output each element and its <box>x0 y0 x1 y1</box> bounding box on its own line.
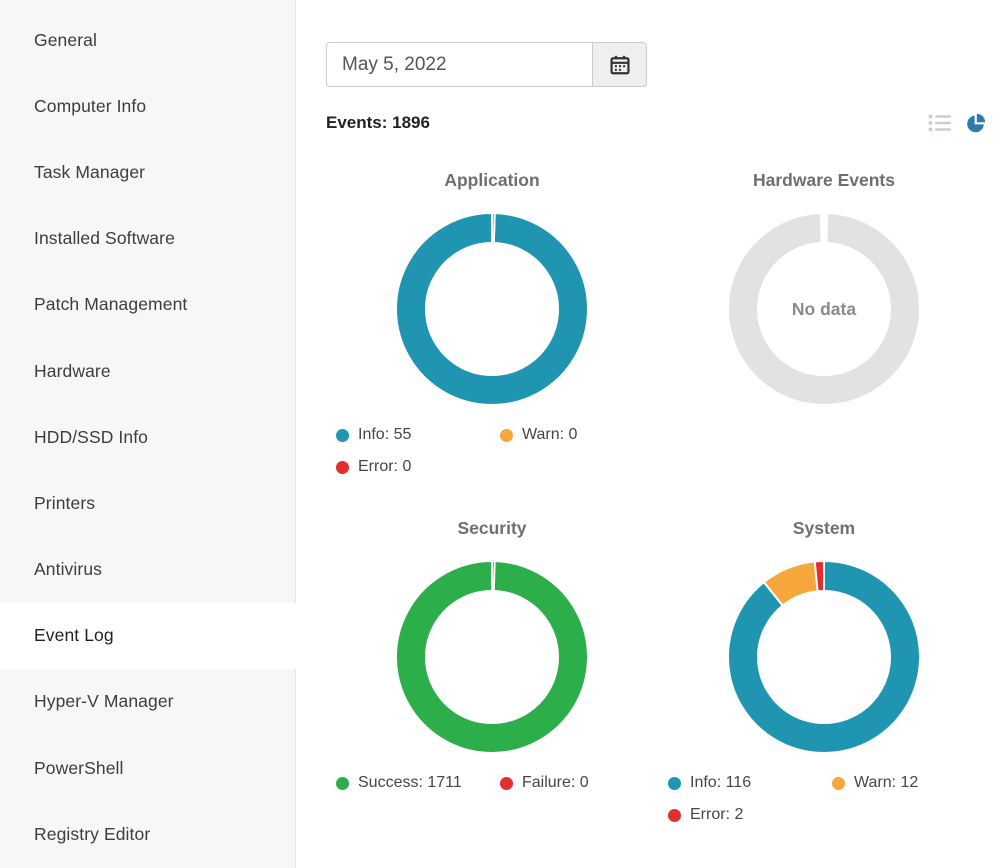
sidebar-item-event-log[interactable]: Event Log <box>0 602 296 670</box>
legend-label: Warn: 0 <box>522 426 578 443</box>
calendar-icon <box>609 54 631 76</box>
sidebar-item-label: Patch Management <box>34 294 188 315</box>
legend-item[interactable]: Warn: 0 <box>500 426 658 444</box>
legend-item[interactable]: Error: 2 <box>668 806 832 824</box>
chart-card-security: Security Success: 1711 Failure: 0 <box>326 518 658 824</box>
chart-card-hardware-events: Hardware Events No data <box>658 170 990 476</box>
legend-label: Error: 0 <box>358 458 412 475</box>
chart-card-application: Application Info: 55 Warn: 0 Error: 0 <box>326 170 658 476</box>
legend-label: Info: 55 <box>358 426 412 443</box>
chart-title: Application <box>444 170 540 190</box>
events-row: Events: 1896 <box>326 110 986 136</box>
sidebar-item-powershell[interactable]: PowerShell <box>0 735 295 801</box>
legend-color-dot <box>336 460 349 474</box>
chart-title: Hardware Events <box>752 170 895 190</box>
events-count-label: Events: 1896 <box>326 113 430 132</box>
legend-label: Info: 116 <box>690 774 752 791</box>
chart-legend: Info: 116 Warn: 12 Error: 2 <box>658 774 990 824</box>
donut-chart[interactable] <box>727 560 921 754</box>
chart-legend: Info: 55 Warn: 0 Error: 0 <box>326 426 658 476</box>
sidebar: General Computer Info Task Manager Insta… <box>0 0 296 868</box>
legend-color-dot <box>668 776 681 790</box>
chart-legend: Success: 1711 Failure: 0 <box>326 774 658 792</box>
legend-color-dot <box>500 428 513 442</box>
sidebar-item-task-manager[interactable]: Task Manager <box>0 139 295 205</box>
sidebar-item-hyper-v-manager[interactable]: Hyper-V Manager <box>0 669 295 735</box>
legend-item[interactable]: Error: 0 <box>336 458 500 476</box>
view-toggles <box>928 113 986 134</box>
sidebar-item-installed-software[interactable]: Installed Software <box>0 206 295 272</box>
calendar-button[interactable] <box>592 42 647 87</box>
legend-item[interactable]: Warn: 12 <box>832 774 990 792</box>
sidebar-item-label: Computer Info <box>34 95 147 116</box>
chart-title: Security <box>457 518 527 538</box>
sidebar-item-printers[interactable]: Printers <box>0 470 295 536</box>
legend-item[interactable]: Info: 116 <box>668 774 832 792</box>
donut-chart[interactable] <box>395 560 589 754</box>
date-picker-group <box>326 42 647 87</box>
chart-title: System <box>792 518 856 538</box>
list-view-icon[interactable] <box>928 113 951 133</box>
sidebar-item-hardware[interactable]: Hardware <box>0 338 295 404</box>
sidebar-item-label: Registry Editor <box>34 823 151 844</box>
legend-color-dot <box>500 776 513 790</box>
legend-color-dot <box>668 808 681 822</box>
sidebar-item-label: Hardware <box>34 360 111 381</box>
sidebar-item-label: Hyper-V Manager <box>34 691 174 712</box>
pie-view-icon[interactable] <box>965 113 986 134</box>
sidebar-item-label: Task Manager <box>34 161 146 182</box>
legend-label: Success: 1711 <box>358 774 462 791</box>
sidebar-item-label: Installed Software <box>34 228 175 249</box>
legend-label: Failure: 0 <box>522 774 589 791</box>
sidebar-item-label: General <box>34 29 97 50</box>
legend-item[interactable]: Info: 55 <box>336 426 500 444</box>
legend-item[interactable]: Failure: 0 <box>500 774 658 792</box>
chart-card-system: System Info: 116 Warn: 12 Error: 2 <box>658 518 990 824</box>
sidebar-item-label: Event Log <box>34 625 114 646</box>
legend-label: Warn: 12 <box>854 774 919 791</box>
sidebar-item-hdd-ssd-info[interactable]: HDD/SSD Info <box>0 404 295 470</box>
date-input[interactable] <box>326 42 592 87</box>
legend-item[interactable]: Success: 1711 <box>336 774 500 792</box>
legend-label: Error: 2 <box>690 806 744 823</box>
sidebar-item-label: PowerShell <box>34 757 124 778</box>
sidebar-item-patch-management[interactable]: Patch Management <box>0 272 295 338</box>
sidebar-item-registry-editor[interactable]: Registry Editor <box>0 801 295 867</box>
sidebar-item-antivirus[interactable]: Antivirus <box>0 537 295 603</box>
legend-color-dot <box>336 776 349 790</box>
event-charts-grid: Application Info: 55 Warn: 0 Error: 0 Hard… <box>326 170 990 824</box>
sidebar-item-label: Printers <box>34 492 96 513</box>
sidebar-item-general[interactable]: General <box>0 7 295 73</box>
sidebar-item-label: HDD/SSD Info <box>34 426 149 447</box>
sidebar-item-computer-info[interactable]: Computer Info <box>0 73 295 139</box>
sidebar-item-label: Antivirus <box>34 559 103 580</box>
donut-chart[interactable]: No data <box>727 212 921 406</box>
donut-chart[interactable] <box>395 212 589 406</box>
legend-color-dot <box>336 428 349 442</box>
legend-color-dot <box>832 776 845 790</box>
